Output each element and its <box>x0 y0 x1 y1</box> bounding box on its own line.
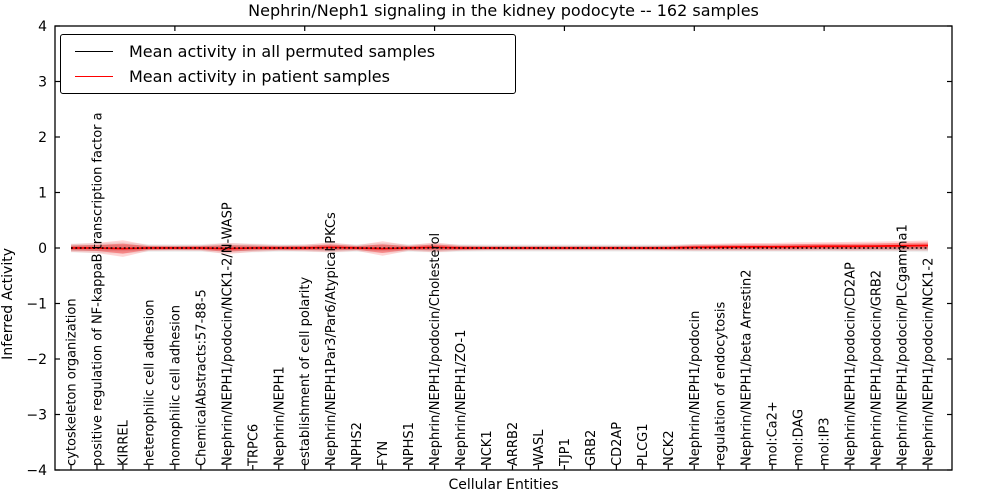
x-tick-label: Nephrin/NEPH1/podocin/Cholesterol <box>428 233 443 466</box>
x-tick-label: TJP1 <box>558 438 573 467</box>
x-tick-label: NCK2 <box>662 430 677 466</box>
legend-item-permuted: Mean activity in all permuted samples <box>75 42 515 61</box>
x-tick-label: regulation of endocytosis <box>714 301 729 466</box>
x-tick-label: Nephrin/NEPH1/podocin/NCK1-2 <box>922 258 937 466</box>
y-tick-label: 4 <box>38 19 47 35</box>
x-tick-label: homophilic cell adhesion <box>168 305 183 466</box>
permuted-line-swatch <box>75 51 113 52</box>
x-tick-label: Nephrin/NEPH1/podocin/GRB2 <box>870 270 885 466</box>
patient-line-swatch <box>75 76 113 77</box>
x-tick-label: TRPC6 <box>246 424 261 467</box>
x-tick-label: ChemicalAbstracts:57-88-5 <box>194 289 209 466</box>
legend-item-patient: Mean activity in patient samples <box>75 67 515 86</box>
x-tick-label: KIRREL <box>116 419 131 466</box>
x-tick-label: NPHS2 <box>350 422 365 466</box>
x-tick-label: Nephrin/NEPH1/ZO-1 <box>454 330 469 466</box>
legend-box: Mean activity in all permuted samples Me… <box>60 34 516 94</box>
x-tick-label: Nephrin/NEPH1Par3/Par6/Atypical PKCs <box>324 212 339 466</box>
x-tick-label: Nephrin/NEPH1 <box>272 366 287 466</box>
x-tick-label: FYN <box>376 441 391 466</box>
y-tick-label: −4 <box>26 463 47 479</box>
x-tick-label: WASL <box>532 429 547 466</box>
x-tick-label: Nephrin/NEPH1/podocin <box>688 311 703 466</box>
y-tick-label: 0 <box>38 241 47 257</box>
x-tick-label: positive regulation of NF-kappaB transcr… <box>91 112 106 466</box>
x-tick-label: GRB2 <box>584 430 599 466</box>
chart-title: Nephrin/Neph1 signaling in the kidney po… <box>248 1 759 20</box>
x-tick-label: mol:IP3 <box>818 417 833 466</box>
x-tick-label: NCK1 <box>480 430 495 466</box>
x-tick-label: PLCG1 <box>636 423 651 466</box>
x-tick-label: Nephrin/NEPH1/podocin/NCK1-2/N-WASP <box>220 202 235 466</box>
x-tick-label: cytoskeleton organization <box>65 298 80 466</box>
x-tick-label: Nephrin/NEPH1/beta Arrestin2 <box>740 270 755 467</box>
x-tick-label: ARRB2 <box>506 422 521 466</box>
x-tick-label: NPHS1 <box>402 422 417 466</box>
x-tick-label: mol:DAG <box>792 409 807 466</box>
x-tick-label: Nephrin/NEPH1/podocin/PLCgamma1 <box>896 224 911 466</box>
y-tick-label: −3 <box>26 408 47 424</box>
legend-item-label: Mean activity in patient samples <box>129 67 390 86</box>
x-axis-label: Cellular Entities <box>448 477 559 493</box>
x-tick-label: CD2AP <box>610 422 625 466</box>
y-tick-label: −2 <box>26 352 47 368</box>
y-tick-label: 2 <box>38 130 47 146</box>
y-tick-label: 3 <box>38 75 47 91</box>
x-tick-label: mol:Ca2+ <box>766 401 781 466</box>
legend-item-label: Mean activity in all permuted samples <box>129 42 436 61</box>
y-tick-label: −1 <box>26 297 47 313</box>
x-tick-label: establishment of cell polarity <box>298 277 313 466</box>
x-tick-label: Nephrin/NEPH1/podocin/CD2AP <box>844 262 859 466</box>
x-tick-label: heterophilic cell adhesion <box>142 300 157 467</box>
y-tick-label: 1 <box>38 186 47 202</box>
